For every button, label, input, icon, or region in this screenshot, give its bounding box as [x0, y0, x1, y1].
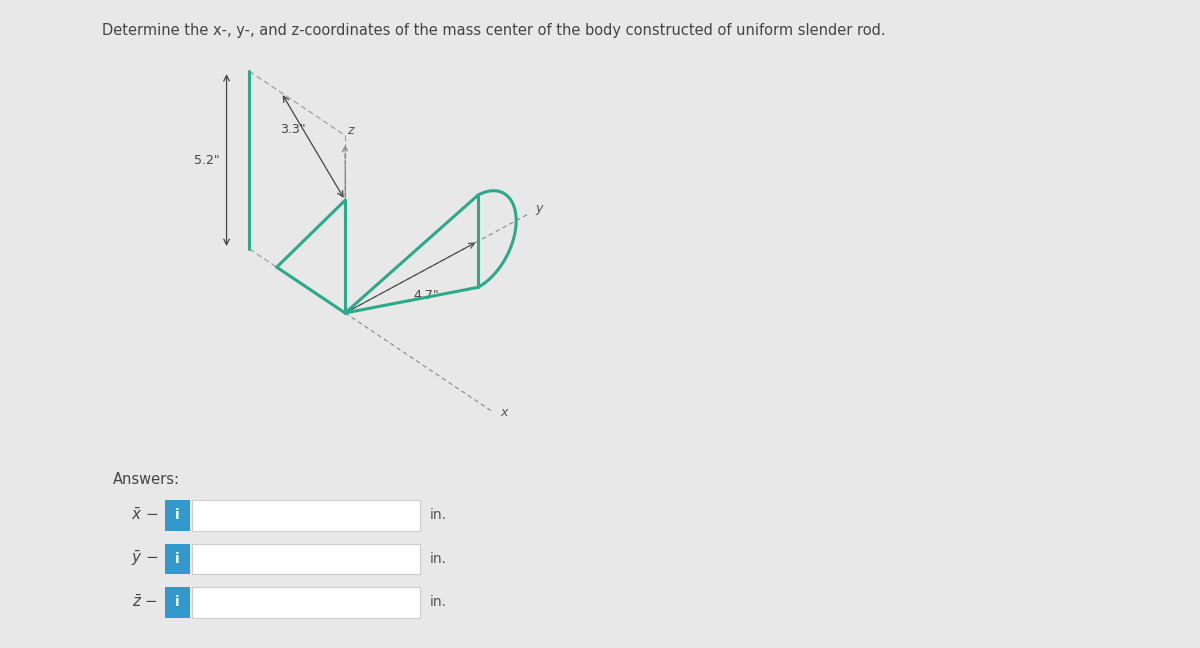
Text: z: z: [348, 124, 354, 137]
Text: Determine the x-, y-, and z-coordinates of the mass center of the body construct: Determine the x-, y-, and z-coordinates …: [102, 23, 886, 38]
FancyBboxPatch shape: [192, 587, 420, 618]
Text: 3.3": 3.3": [280, 123, 306, 137]
Text: $\bar{x}$ $-$: $\bar{x}$ $-$: [131, 507, 158, 524]
Text: x: x: [500, 406, 508, 419]
Text: i: i: [175, 552, 180, 566]
Text: in.: in.: [430, 596, 446, 609]
FancyBboxPatch shape: [166, 587, 190, 618]
Text: i: i: [175, 596, 180, 609]
Text: Answers:: Answers:: [113, 472, 180, 487]
Text: y: y: [535, 202, 544, 214]
FancyBboxPatch shape: [192, 544, 420, 574]
Text: $\bar{z}$ $-$: $\bar{z}$ $-$: [132, 594, 158, 610]
FancyBboxPatch shape: [166, 544, 190, 574]
Text: in.: in.: [430, 508, 446, 522]
Text: 5.2": 5.2": [194, 154, 220, 167]
Text: 4.7": 4.7": [414, 289, 439, 302]
Text: in.: in.: [430, 552, 446, 566]
Text: i: i: [175, 508, 180, 522]
Text: $\bar{y}$ $-$: $\bar{y}$ $-$: [131, 550, 158, 568]
FancyBboxPatch shape: [192, 500, 420, 531]
FancyBboxPatch shape: [166, 500, 190, 531]
